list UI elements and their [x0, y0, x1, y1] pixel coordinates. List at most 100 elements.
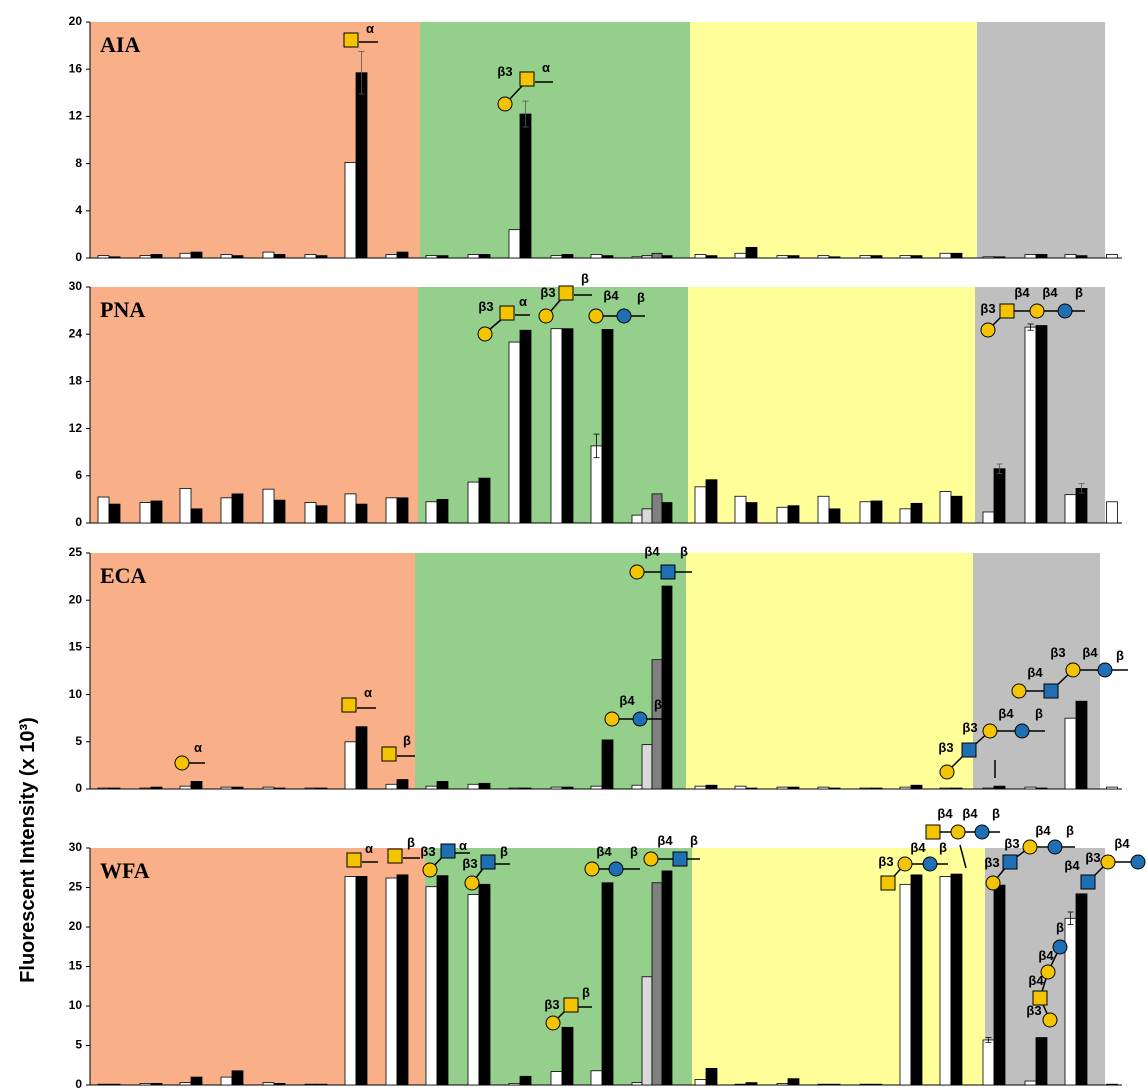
glycan-circle — [1057, 303, 1073, 319]
error-bar — [593, 433, 600, 459]
glycan-linkage: β4 — [596, 844, 612, 859]
bar — [190, 508, 203, 524]
glycan-square — [563, 997, 579, 1013]
glycan-circle — [897, 856, 913, 872]
bar — [108, 503, 121, 524]
bar — [355, 726, 368, 790]
bar — [231, 786, 244, 790]
bar — [859, 255, 872, 259]
bar — [425, 255, 438, 259]
bar — [705, 255, 718, 259]
bar — [385, 254, 398, 259]
glycan-linkage: β — [654, 697, 662, 712]
glycan-square — [961, 742, 977, 758]
bar — [787, 505, 800, 524]
error-bar — [996, 463, 1003, 474]
bar — [590, 785, 603, 790]
bar — [982, 511, 995, 524]
bar — [601, 329, 614, 524]
glycan-linkage: β — [630, 844, 638, 859]
bar — [870, 500, 883, 524]
region-background — [90, 22, 420, 258]
glycan-linkage: β — [1035, 706, 1043, 721]
bar — [436, 781, 449, 790]
glycan-annotation: β4 β — [629, 544, 692, 580]
bar — [590, 1070, 603, 1086]
y-tick-label: 0 — [75, 250, 82, 264]
glycan-circle — [477, 326, 493, 342]
bar — [273, 254, 286, 259]
bar — [355, 72, 368, 259]
glycan-linkage: α — [365, 841, 373, 856]
bar — [899, 255, 912, 259]
region-background — [688, 287, 975, 523]
bar — [315, 255, 328, 259]
glycan-linkage: β3 — [540, 285, 555, 300]
bar — [262, 786, 275, 790]
glycan-square — [346, 852, 362, 868]
glycan-linkage: β3 — [1085, 850, 1100, 865]
glycan-circle — [643, 851, 659, 867]
bar — [355, 503, 368, 524]
bar — [519, 787, 532, 790]
glycan-annotation: α — [346, 841, 378, 868]
bar — [425, 785, 438, 790]
bar — [179, 487, 192, 524]
glycan-square — [341, 697, 357, 713]
glycan-annotation: β3 α — [477, 294, 530, 342]
glycan-annotation: β4 β — [588, 288, 645, 324]
bar — [776, 786, 789, 790]
bar — [631, 256, 643, 259]
bar — [508, 1083, 521, 1086]
bar — [817, 495, 830, 524]
glycan-linkage: β — [403, 733, 411, 748]
glycan-linkage: β3 — [1026, 1003, 1041, 1018]
y-tick-label: 6 — [75, 468, 82, 482]
glycan-linkage: β3 — [478, 299, 493, 314]
bar — [550, 255, 563, 259]
bar — [1035, 325, 1048, 524]
bar — [478, 883, 491, 1086]
bar — [745, 787, 758, 790]
region-background — [690, 22, 977, 258]
bar — [304, 787, 317, 790]
glycan-square — [1002, 854, 1018, 870]
glycan-square — [880, 875, 896, 891]
bar — [787, 255, 800, 259]
bar — [519, 329, 532, 524]
glycan-linkage: β4 — [1042, 285, 1058, 300]
bar — [190, 781, 203, 790]
glycan-circle — [1014, 723, 1030, 739]
bar — [478, 254, 491, 259]
glycan-circle — [1029, 303, 1045, 319]
glycan-linkage: β3 — [1050, 645, 1065, 660]
bar — [859, 501, 872, 524]
bar — [508, 787, 521, 790]
glycan-linkage: β3 — [938, 740, 953, 755]
glycan-circle — [985, 875, 1001, 891]
glycan-annotation: β3 β3 β4 β — [938, 706, 1045, 780]
glycan-linkage: β — [407, 835, 415, 850]
bar — [344, 162, 357, 259]
bar — [550, 786, 563, 790]
glycan-linkage: β — [1066, 823, 1074, 838]
y-tick-label: 15 — [69, 959, 83, 973]
bar — [1024, 326, 1037, 524]
glycan-annotation: α — [341, 685, 376, 713]
bar — [344, 876, 357, 1086]
bar — [1024, 1080, 1037, 1086]
bar — [150, 254, 163, 259]
region-background — [415, 553, 686, 789]
bar — [561, 328, 574, 524]
glycan-circle — [538, 308, 554, 324]
bar — [828, 508, 841, 524]
y-tick-label: 10 — [69, 998, 83, 1012]
y-tick-label: 5 — [75, 1038, 82, 1052]
glycan-circle — [497, 96, 513, 112]
bar — [870, 787, 883, 790]
glycan-link — [959, 844, 967, 869]
bar — [859, 1083, 872, 1086]
glycan-circle — [980, 322, 996, 338]
bar — [508, 229, 521, 259]
